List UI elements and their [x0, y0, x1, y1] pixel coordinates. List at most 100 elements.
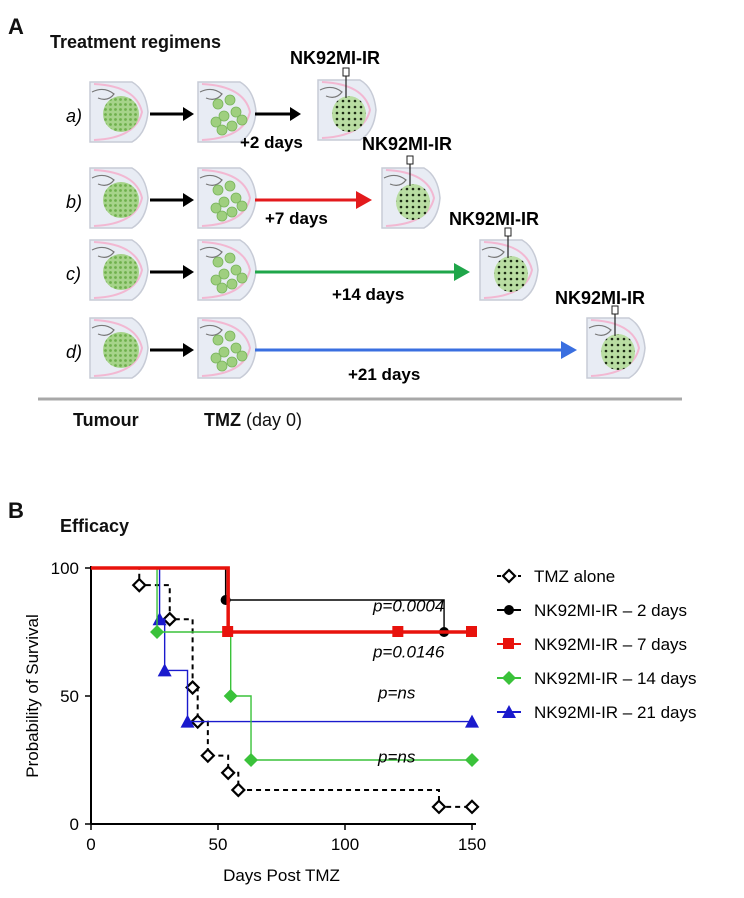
brain-section-tumour-icon	[89, 167, 149, 229]
legend-marker	[503, 638, 514, 649]
survival-chart: 0 50 100 150 0 50 100 Days Post TMZ Probability …	[23, 559, 697, 885]
tmz-label-day: (day 0)	[240, 410, 303, 430]
legend-item: TMZ alone	[497, 567, 615, 586]
tumour-label: Tumour	[73, 410, 139, 430]
arrow-head	[454, 263, 470, 281]
legend-marker	[502, 705, 516, 718]
brain-section-nk-injection-icon	[586, 305, 646, 379]
legend-label: NK92MI-IR – 2 days	[534, 601, 687, 620]
regimen-label: c)	[66, 264, 81, 284]
data-point	[220, 765, 236, 781]
series-nk92mi-ir-21-days	[91, 567, 479, 728]
interval-label: +2 days	[240, 133, 303, 152]
brain-section-nk-injection-icon	[317, 67, 377, 141]
p-value-annotation: p=0.0146	[372, 643, 445, 662]
syringe-icon	[406, 155, 414, 186]
nk-injection-label: NK92MI-IR	[449, 209, 539, 229]
legend-item: NK92MI-IR – 7 days	[497, 635, 687, 654]
data-point	[244, 753, 259, 767]
legend-item: NK92MI-IR – 14 days	[497, 669, 697, 688]
data-point	[392, 626, 404, 637]
legend-label: TMZ alone	[534, 567, 615, 586]
arrow-head	[290, 107, 301, 121]
regimen-row-4: d) +21 days NK92MI-IR	[66, 288, 646, 384]
data-point	[152, 612, 167, 626]
brain-section-tmz-icon	[197, 239, 257, 301]
series-tmz-alone	[91, 567, 480, 815]
y-tick-label: 100	[51, 559, 79, 578]
nk-injection-label: NK92MI-IR	[362, 134, 452, 154]
p-value-annotation: p=ns	[377, 748, 416, 767]
brain-section-tmz-icon	[197, 81, 257, 143]
data-point	[180, 714, 195, 728]
regimen-row-1: a) +2 days NK92MI-IR	[66, 48, 380, 152]
nk-injection-label: NK92MI-IR	[555, 288, 645, 308]
brain-section-tumour-icon	[89, 239, 149, 301]
syringe-icon	[504, 227, 512, 258]
series-line	[91, 567, 472, 808]
x-tick-label: 0	[86, 835, 95, 854]
x-tick-label: 100	[331, 835, 359, 854]
y-tick-label: 0	[70, 815, 79, 834]
panel-b-title: Efficacy	[60, 516, 130, 536]
brain-section-tumour-icon	[89, 81, 149, 143]
syringe-icon	[342, 67, 350, 98]
p-value-annotation: p=0.0004	[372, 597, 444, 616]
legend-label: NK92MI-IR – 7 days	[534, 635, 687, 654]
series-nk92mi-ir-7-days	[91, 566, 477, 637]
interval-label: +7 days	[265, 209, 328, 228]
brain-section-nk-injection-icon	[381, 155, 441, 229]
data-point	[150, 625, 165, 639]
data-point	[131, 577, 147, 593]
regimen-label: b)	[66, 192, 82, 212]
regimen-row-3: c) +14 days NK92MI-IR	[66, 209, 539, 304]
series-nk92mi-ir-14-days	[91, 567, 479, 767]
data-point	[230, 782, 246, 798]
treatment-schema: a) +2 days NK92MI-IR b) +7 days NK92MI-IR c) +1…	[38, 48, 682, 401]
data-point	[431, 799, 447, 815]
interval-label: +21 days	[348, 365, 420, 384]
data-point	[223, 689, 238, 703]
arrow-head	[183, 343, 194, 357]
brain-section-tmz-icon	[197, 167, 257, 229]
brain-section-nk-injection-icon	[479, 227, 539, 301]
series-line	[91, 567, 472, 723]
brain-section-tumour-icon	[89, 317, 149, 379]
interval-label: +14 days	[332, 285, 404, 304]
tmz-label-bold: TMZ	[204, 410, 241, 430]
x-tick-label: 150	[458, 835, 486, 854]
arrow-head	[356, 191, 372, 209]
data-point	[157, 663, 172, 677]
arrow-head	[183, 265, 194, 279]
panel-a-letter: A	[8, 14, 24, 39]
data-point	[222, 626, 234, 637]
regimen-label: d)	[66, 342, 82, 362]
legend-item: NK92MI-IR – 21 days	[497, 703, 697, 722]
legend-marker	[504, 605, 514, 615]
syringe-icon	[611, 305, 619, 336]
legend-marker	[502, 671, 516, 685]
data-point	[185, 679, 201, 696]
nk-injection-label: NK92MI-IR	[290, 48, 380, 68]
p-value-annotation: p=ns	[377, 684, 416, 703]
legend-label: NK92MI-IR – 14 days	[534, 669, 697, 688]
x-tick-label: 50	[209, 835, 228, 854]
legend-label: NK92MI-IR – 21 days	[534, 703, 697, 722]
legend-item: NK92MI-IR – 2 days	[497, 601, 687, 620]
series-line	[91, 567, 472, 761]
data-point	[465, 714, 479, 728]
arrow-head	[561, 341, 577, 359]
legend-marker	[501, 568, 517, 584]
panel-b-letter: B	[8, 498, 24, 523]
regimen-label: a)	[66, 106, 82, 126]
data-point	[465, 753, 479, 767]
data-point	[162, 611, 178, 627]
y-tick-label: 50	[60, 687, 79, 706]
tmz-label: TMZ (day 0)	[204, 410, 302, 431]
data-point	[200, 748, 216, 764]
brain-section-tmz-icon	[197, 317, 257, 379]
arrow-head	[183, 193, 194, 207]
x-axis-label: Days Post TMZ	[223, 866, 340, 885]
data-point	[466, 626, 477, 637]
panel-a-title: Treatment regimens	[50, 32, 222, 52]
